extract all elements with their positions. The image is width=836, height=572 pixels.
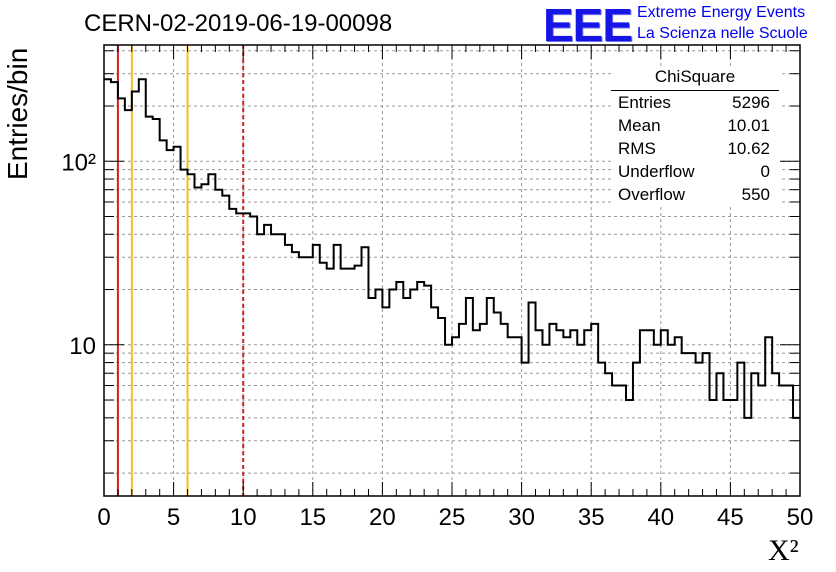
y-tick-label: 10 bbox=[69, 333, 96, 360]
axis-ticks bbox=[103, 45, 801, 496]
x-tick-label: 35 bbox=[578, 504, 605, 531]
y-axis-label: Entries/bin bbox=[2, 47, 33, 180]
logo-line-2: La Scienza nelle Scuole bbox=[637, 25, 808, 42]
stats-box: ChiSquare Entries 5296 Mean 10.01 RMS 10… bbox=[611, 66, 779, 206]
stats-label: RMS bbox=[618, 139, 656, 158]
run-title: CERN-02-2019-06-19-00098 bbox=[84, 10, 393, 37]
axis-tick-labels: 0 5 10 15 20 25 30 35 40 45 50 10 10² bbox=[61, 149, 813, 531]
x-tick-label: 30 bbox=[508, 504, 535, 531]
stats-row-mean: Mean 10.01 bbox=[618, 116, 770, 138]
stats-row-entries: Entries 5296 bbox=[618, 93, 770, 115]
x-tick-label: 10 bbox=[230, 504, 257, 531]
stats-label: Mean bbox=[618, 116, 661, 135]
x-tick-label: 25 bbox=[439, 504, 466, 531]
x-tick-label: 45 bbox=[717, 504, 744, 531]
logo-line-1: Extreme Energy Events bbox=[637, 4, 806, 21]
reference-lines bbox=[116, 45, 245, 496]
x-tick-label: 40 bbox=[647, 504, 674, 531]
x-tick-label: 20 bbox=[369, 504, 396, 531]
stats-row-underflow: Underflow 0 bbox=[618, 162, 770, 184]
stats-row-rms: RMS 10.62 bbox=[618, 139, 770, 161]
stats-value: 5296 bbox=[732, 93, 770, 112]
histogram-series bbox=[104, 78, 800, 419]
stats-divider bbox=[611, 90, 779, 91]
stats-title: ChiSquare bbox=[654, 67, 736, 86]
stats-value: 550 bbox=[741, 185, 770, 204]
x-axis-label: Χ² bbox=[768, 534, 799, 567]
y-tick-label: 10² bbox=[61, 149, 96, 176]
x-tick-label: 15 bbox=[299, 504, 326, 531]
stats-label: Entries bbox=[618, 93, 671, 112]
x-tick-label: 5 bbox=[167, 504, 180, 531]
stats-value: 10.01 bbox=[727, 116, 770, 135]
stats-row-overflow: Overflow 550 bbox=[618, 185, 770, 207]
x-tick-label: 50 bbox=[787, 504, 814, 531]
stats-value: 0 bbox=[760, 162, 770, 181]
stats-value: 10.62 bbox=[727, 139, 770, 158]
eee-logo: EEE bbox=[543, 0, 633, 51]
stats-label: Underflow bbox=[618, 162, 695, 181]
x-tick-label: 0 bbox=[97, 504, 110, 531]
stats-label: Overflow bbox=[618, 185, 686, 204]
histogram-line bbox=[104, 78, 800, 419]
